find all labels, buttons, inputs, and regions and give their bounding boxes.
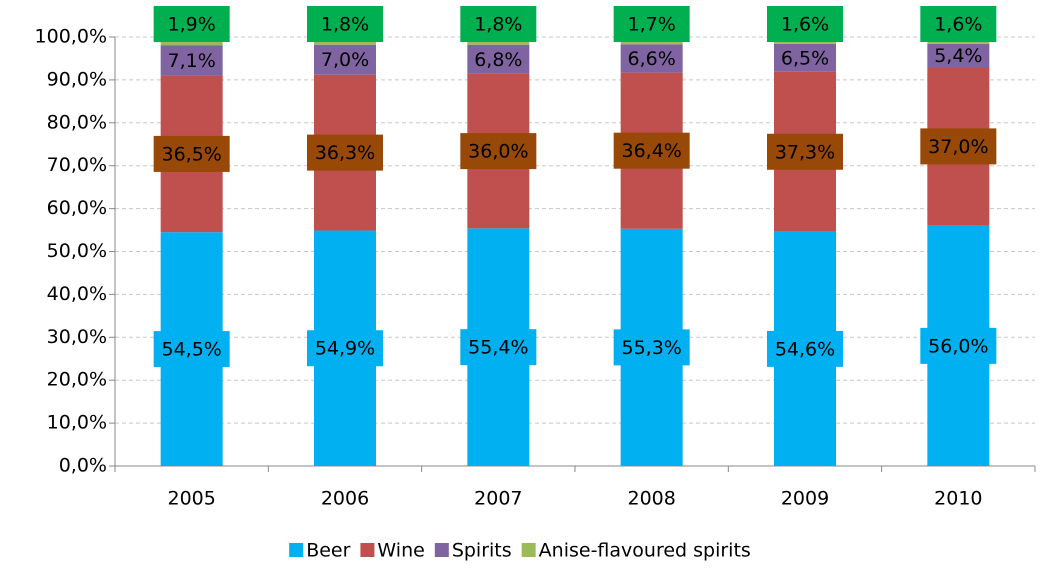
y-tick-label: 70,0% [47, 154, 107, 176]
y-tick-label: 0,0% [59, 455, 107, 477]
y-tick-label: 10,0% [47, 412, 107, 434]
data-label: 36,5% [161, 143, 221, 165]
label-box [153, 331, 230, 368]
x-tick-label: 2007 [474, 488, 522, 510]
x-tick-label: 2006 [321, 488, 369, 510]
data-label: 7,0% [321, 49, 369, 71]
label-box [920, 327, 997, 364]
bar-segment [160, 45, 223, 76]
label-box [460, 133, 537, 170]
label-box [920, 6, 997, 42]
y-tick-label: 60,0% [47, 197, 107, 219]
data-label: 1,8% [474, 14, 522, 36]
legend-swatch [289, 543, 304, 557]
data-label: 1,7% [628, 14, 676, 36]
legend-swatch [360, 543, 375, 557]
data-label: 55,4% [468, 337, 528, 359]
y-tick-label: 90,0% [47, 68, 107, 90]
x-tick-label: 2009 [781, 488, 829, 510]
data-label: 1,8% [321, 14, 369, 36]
data-label: 1,6% [781, 14, 829, 36]
legend-swatch [521, 543, 536, 557]
data-label: 7,1% [168, 50, 216, 72]
y-tick-label: 30,0% [47, 326, 107, 348]
bar-segment [314, 44, 376, 75]
x-tick-label: 2008 [627, 488, 675, 510]
legend-label: Beer [306, 540, 350, 562]
label-box [767, 330, 843, 367]
data-label: 54,6% [775, 338, 835, 360]
label-box [767, 133, 843, 170]
legend-label: Wine [377, 540, 424, 562]
y-tick-label: 100,0% [35, 26, 107, 48]
label-box [920, 128, 997, 165]
data-label: 37,0% [928, 136, 988, 158]
x-tick-label: 2005 [167, 488, 215, 510]
data-label: 36,4% [621, 140, 681, 162]
label-box [613, 132, 690, 169]
label-box [307, 6, 383, 42]
legend-swatch [434, 543, 449, 557]
y-tick-label: 40,0% [47, 283, 107, 305]
data-label: 1,6% [934, 14, 982, 36]
data-label: 37,3% [775, 141, 835, 163]
data-label: 6,8% [474, 49, 522, 71]
data-label: 6,6% [628, 48, 676, 70]
bar-segment [467, 44, 530, 74]
legend: Beer Wine Spirits Anise-flavoured spirits [289, 540, 751, 562]
label-box [613, 6, 690, 42]
data-label: 54,9% [315, 338, 375, 360]
y-tick-label: 20,0% [47, 369, 107, 391]
label-box [767, 6, 843, 42]
data-label: 36,3% [315, 142, 375, 164]
data-label: 55,3% [621, 337, 681, 359]
data-label: 56,0% [928, 335, 988, 357]
y-tick-label: 80,0% [47, 111, 107, 133]
label-box [153, 6, 230, 42]
label-box [613, 329, 690, 366]
label-box [460, 329, 537, 366]
label-box [153, 135, 230, 172]
data-label: 6,5% [781, 47, 829, 69]
label-box [307, 330, 383, 367]
data-label: 36,0% [468, 141, 528, 163]
data-label: 54,5% [161, 339, 221, 361]
data-label: 1,9% [168, 14, 216, 36]
x-tick-label: 2010 [934, 488, 982, 510]
bar-segment [774, 43, 836, 72]
y-tick-label: 50,0% [47, 240, 107, 262]
legend-label: Anise-flavoured spirits [539, 540, 751, 562]
label-box [307, 134, 383, 171]
bar-segment [620, 44, 683, 73]
bar-segment [927, 43, 990, 68]
data-label: 5,4% [934, 45, 982, 67]
legend-label: Spirits [452, 540, 512, 562]
label-box [460, 6, 537, 42]
